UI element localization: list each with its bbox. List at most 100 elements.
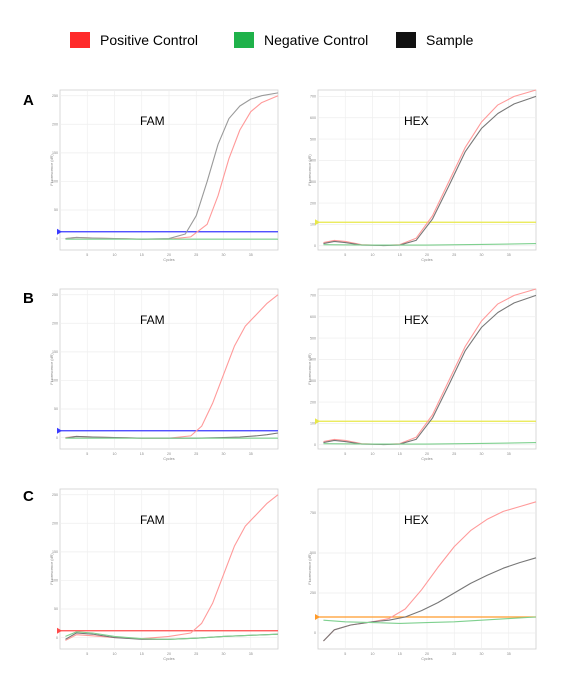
series-line-positive <box>65 494 279 641</box>
x-tick-label: 10 <box>113 452 117 456</box>
x-tick-label: 15 <box>398 652 402 656</box>
positive-control-swatch <box>70 32 90 48</box>
row-label-c: C <box>23 488 34 505</box>
chart-title: FAM <box>140 114 165 128</box>
chart-title: HEX <box>404 513 429 527</box>
chart-a-fam: 5 10 15 20 25 30 35 0 50 100 150 200 250 Cycles Fluore… <box>50 88 280 263</box>
x-axis-label: Cycles <box>163 258 174 262</box>
x-tick-label: 30 <box>480 253 484 257</box>
y-tick-label: 500 <box>310 551 316 555</box>
x-tick-label: 10 <box>371 253 375 257</box>
x-axis-label: Cycles <box>421 258 432 262</box>
chart-svg: 5 10 15 20 25 30 35 0 100 200 300 400 500 600 700 Cycle… <box>308 288 537 461</box>
y-tick-label: 400 <box>310 358 316 362</box>
threshold-marker <box>315 418 320 425</box>
y-tick-label: 250 <box>52 293 58 297</box>
y-tick-label: 600 <box>310 116 316 120</box>
y-tick-label: 100 <box>52 180 58 184</box>
y-tick-label: 200 <box>52 122 58 126</box>
chart-b-fam: 5 10 15 20 25 30 35 0 50 100 150 200 250 Cycles Fluore… <box>50 287 280 462</box>
x-tick-label: 5 <box>344 253 346 257</box>
y-tick-label: 0 <box>314 631 316 635</box>
y-tick-label: 700 <box>310 95 316 99</box>
series-line-negative <box>323 616 537 624</box>
y-tick-label: 0 <box>56 436 58 440</box>
threshold-marker <box>57 427 62 434</box>
x-tick-label: 30 <box>480 652 484 656</box>
chart-svg: 5 10 15 20 25 30 35 0 50 100 150 200 250 Cycles Fluore… <box>50 288 279 461</box>
y-tick-label: 250 <box>52 493 58 497</box>
x-tick-label: 35 <box>249 452 253 456</box>
row-label-b: B <box>23 290 34 307</box>
x-tick-label: 30 <box>222 253 226 257</box>
x-tick-label: 5 <box>344 652 346 656</box>
sample-swatch <box>396 32 416 48</box>
x-tick-label: 35 <box>507 253 511 257</box>
chart-c-fam: 5 10 15 20 25 30 35 0 50 100 150 200 250 Cycles Fluore… <box>50 487 280 662</box>
x-tick-label: 35 <box>249 652 253 656</box>
x-tick-label: 20 <box>425 452 429 456</box>
y-tick-label: 100 <box>310 422 316 426</box>
series-line-negative <box>323 442 537 445</box>
x-tick-label: 10 <box>113 652 117 656</box>
y-tick-label: 700 <box>310 294 316 298</box>
y-tick-label: 300 <box>310 180 316 184</box>
x-tick-label: 20 <box>167 253 171 257</box>
x-axis-label: Cycles <box>163 457 174 461</box>
legend-item-sample: Sample <box>396 30 473 50</box>
y-tick-label: 200 <box>52 321 58 325</box>
y-tick-label: 200 <box>310 400 316 404</box>
y-tick-label: 0 <box>56 237 58 241</box>
y-tick-label: 0 <box>56 636 58 640</box>
y-tick-label: 150 <box>52 151 58 155</box>
x-axis-label: Cycles <box>421 457 432 461</box>
legend-item-positive-control: Positive Control <box>70 30 198 50</box>
x-tick-label: 25 <box>452 253 456 257</box>
threshold-marker <box>57 627 62 634</box>
x-tick-label: 5 <box>344 452 346 456</box>
x-tick-label: 5 <box>86 253 88 257</box>
y-tick-label: 600 <box>310 315 316 319</box>
series-line-sample <box>323 95 537 247</box>
chart-svg: 5 10 15 20 25 30 35 0 250 500 750 Cycles Fluorescenc… <box>308 488 537 661</box>
chart-svg: 5 10 15 20 25 30 35 0 100 200 300 400 500 600 700 Cycle… <box>308 89 537 262</box>
y-tick-label: 150 <box>52 550 58 554</box>
chart-b-hex: 5 10 15 20 25 30 35 0 100 200 300 400 500 600 700 Cycle… <box>308 287 538 462</box>
x-tick-label: 20 <box>167 652 171 656</box>
x-tick-label: 10 <box>113 253 117 257</box>
positive-control-label: Positive Control <box>100 32 199 48</box>
series-line-positive <box>323 288 537 445</box>
series-line-negative <box>323 243 537 246</box>
y-tick-label: 0 <box>314 443 316 447</box>
x-tick-label: 10 <box>371 452 375 456</box>
series-line-sample <box>323 294 537 446</box>
y-tick-label: 0 <box>314 244 316 248</box>
y-axis-label: Fluorescence (dR) <box>308 553 312 585</box>
series-line-negative <box>65 631 279 640</box>
threshold-marker <box>315 219 320 226</box>
chart-title: FAM <box>140 313 165 327</box>
y-tick-label: 100 <box>52 379 58 383</box>
x-tick-label: 10 <box>371 652 375 656</box>
chart-a-hex: 5 10 15 20 25 30 35 0 100 200 300 400 500 600 700 Cycle… <box>308 88 538 263</box>
x-tick-label: 25 <box>452 652 456 656</box>
series-line-positive <box>323 89 537 246</box>
x-tick-label: 15 <box>140 652 144 656</box>
x-tick-label: 25 <box>452 452 456 456</box>
y-axis-label: Fluorescence (dR) <box>50 553 54 585</box>
chart-svg: 5 10 15 20 25 30 35 0 50 100 150 200 250 Cycles Fluore… <box>50 488 279 661</box>
y-tick-label: 500 <box>310 137 316 141</box>
x-tick-label: 15 <box>398 452 402 456</box>
y-axis-label: Fluorescence (dR) <box>308 353 312 385</box>
y-axis-label: Fluorescence (dR) <box>308 154 312 186</box>
x-tick-label: 25 <box>194 253 198 257</box>
chart-svg: 5 10 15 20 25 30 35 0 50 100 150 200 250 Cycles Fluore… <box>50 89 279 262</box>
chart-c-hex: 5 10 15 20 25 30 35 0 250 500 750 Cycles Fluorescenc… <box>308 487 538 662</box>
y-tick-label: 400 <box>310 159 316 163</box>
y-tick-label: 50 <box>54 607 58 611</box>
x-tick-label: 15 <box>140 452 144 456</box>
x-tick-label: 35 <box>507 652 511 656</box>
chart-title: FAM <box>140 513 165 527</box>
x-axis-label: Cycles <box>421 657 432 661</box>
y-tick-label: 100 <box>52 579 58 583</box>
